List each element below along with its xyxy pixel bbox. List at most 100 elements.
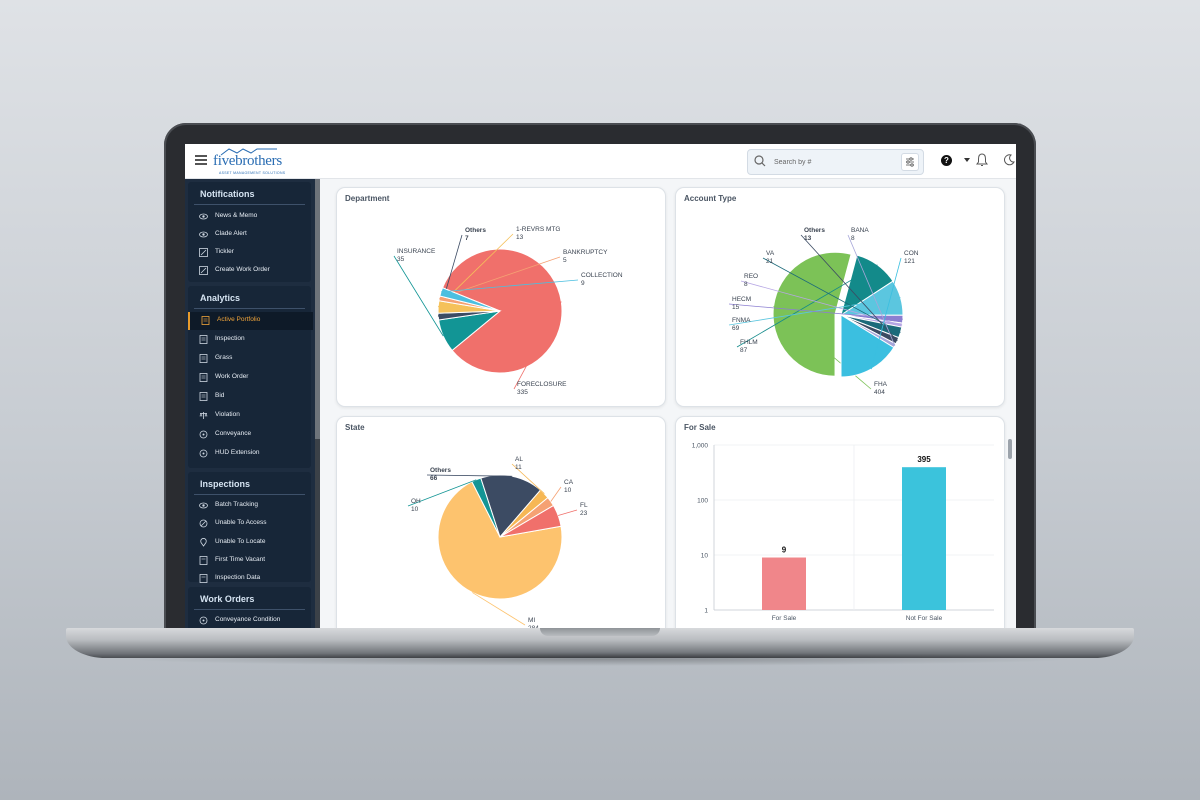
sidebar-item-create-work-order[interactable]: Create Work Order bbox=[188, 262, 311, 280]
slice-label: Others bbox=[430, 467, 451, 474]
x-tick-label: For Sale bbox=[772, 615, 797, 622]
slice-label: 1-REVRS MTG bbox=[516, 226, 560, 233]
slice-value: 9 bbox=[581, 280, 585, 287]
label-connector bbox=[440, 279, 579, 293]
slice-value: 10 bbox=[564, 487, 572, 494]
help-icon[interactable]: ? bbox=[941, 155, 952, 166]
slice-label: FHA bbox=[874, 381, 888, 388]
document-icon bbox=[199, 574, 208, 583]
slice-value: 35 bbox=[397, 256, 405, 263]
sidebar-item-conveyance[interactable]: Conveyance bbox=[188, 426, 311, 444]
y-tick-label: 10 bbox=[701, 553, 709, 560]
search-icon bbox=[754, 155, 766, 167]
sidebar-item-grass[interactable]: Grass bbox=[188, 350, 311, 368]
label-connector bbox=[511, 463, 545, 494]
bar-for-sale[interactable] bbox=[762, 557, 806, 610]
sidebar-item-label: Batch Tracking bbox=[215, 501, 258, 508]
divider bbox=[194, 494, 305, 495]
sidebar-item-first-time-vacant[interactable]: First Time Vacant bbox=[188, 552, 311, 570]
label-connector bbox=[472, 592, 526, 626]
slice-value: 15 bbox=[732, 304, 740, 311]
sidebar-item-label: Tickler bbox=[215, 248, 234, 255]
slice-value: 21 bbox=[766, 258, 774, 265]
sidebar-item-label: News & Memo bbox=[215, 212, 258, 219]
sidebar-item-label: Create Work Order bbox=[215, 266, 270, 273]
slice-value: 69 bbox=[732, 325, 740, 332]
app-screen: fivebrothers ASSET MANAGEMENT SOLUTIONS bbox=[185, 144, 1016, 628]
sidebar-item-batch-tracking[interactable]: Batch Tracking bbox=[188, 497, 311, 515]
chart-title: State bbox=[345, 423, 365, 432]
refresh-icon bbox=[199, 616, 208, 625]
label-connector bbox=[736, 264, 878, 348]
y-tick-label: 1 bbox=[704, 608, 708, 615]
slice-value: 10 bbox=[411, 506, 419, 513]
sidebar-item-label: First Time Vacant bbox=[215, 556, 266, 563]
sidebar-item-work-order[interactable]: Work Order bbox=[188, 369, 311, 387]
content-scrollbar[interactable] bbox=[1007, 184, 1013, 624]
sidebar-item-conveyance-condition[interactable]: Conveyance Condition bbox=[188, 612, 311, 628]
sidebar-item-label: Bid bbox=[215, 392, 225, 399]
slice-label: COLLECTION bbox=[581, 272, 623, 279]
slice-value: 66 bbox=[430, 475, 438, 482]
label-connector bbox=[393, 255, 444, 337]
sidebar-scrollbar[interactable] bbox=[315, 179, 320, 628]
slice-value: 8 bbox=[744, 281, 748, 288]
slice-label: VA bbox=[766, 250, 775, 257]
pie-slice-collection[interactable] bbox=[439, 287, 501, 312]
y-tick-label: 100 bbox=[697, 498, 708, 505]
moon-icon[interactable] bbox=[1003, 154, 1015, 166]
sidebar-item-unable-to-access[interactable]: Unable To Access bbox=[188, 515, 311, 533]
pie-slice-mi[interactable] bbox=[437, 481, 563, 600]
slice-label: HECM bbox=[732, 296, 751, 303]
eye-icon bbox=[199, 213, 208, 220]
refresh-icon bbox=[199, 430, 208, 439]
slice-label: CON bbox=[904, 250, 919, 257]
eye-icon bbox=[199, 231, 208, 238]
roof-icon bbox=[220, 148, 277, 156]
block-icon bbox=[199, 519, 208, 528]
scrollbar-thumb[interactable] bbox=[1008, 439, 1012, 459]
brand-logo[interactable]: fivebrothers ASSET MANAGEMENT SOLUTIONS bbox=[213, 148, 295, 175]
menu-icon[interactable] bbox=[195, 155, 207, 165]
sidebar-item-news-memo[interactable]: News & Memo bbox=[188, 208, 311, 226]
eye-icon bbox=[199, 502, 208, 509]
section-title: Notifications bbox=[200, 189, 255, 199]
card-for-sale: For Sale 1,000 100 10 1 9 For Sale 395 Not For … bbox=[675, 416, 1005, 628]
sidebar-item-unable-to-locate[interactable]: Unable To Locate bbox=[188, 534, 311, 552]
document-icon bbox=[199, 354, 208, 363]
sidebar-item-label: Unable To Locate bbox=[215, 538, 266, 545]
slice-value: 404 bbox=[874, 389, 885, 396]
sidebar-item-label: HUD Extension bbox=[215, 449, 260, 456]
scrollbar-thumb[interactable] bbox=[315, 179, 320, 439]
filter-button[interactable] bbox=[901, 153, 919, 171]
sliders-icon bbox=[906, 157, 914, 167]
sidebar-item-clade-alert[interactable]: Clade Alert bbox=[188, 226, 311, 244]
sidebar-item-label: Unable To Access bbox=[215, 519, 267, 526]
card-account-type: Account Type FHA 404 FHLM 87 FNMA 69 HECM 15 REO… bbox=[675, 187, 1005, 407]
document-icon bbox=[199, 392, 208, 401]
label-connector bbox=[550, 486, 562, 502]
bell-icon[interactable] bbox=[976, 153, 988, 167]
sidebar: Notifications News & Memo Clade Alert Ti… bbox=[185, 179, 315, 628]
slice-value: 11 bbox=[515, 464, 522, 471]
slice-label: Others bbox=[804, 227, 825, 234]
search-input[interactable] bbox=[772, 154, 896, 171]
sidebar-item-inspection-data[interactable]: Inspection Data bbox=[188, 570, 311, 588]
bar-not-for-sale[interactable] bbox=[902, 467, 946, 610]
sidebar-item-violation[interactable]: Violation bbox=[188, 407, 311, 425]
search-box[interactable] bbox=[747, 149, 924, 175]
sidebar-item-bid[interactable]: Bid bbox=[188, 388, 311, 406]
slice-value: 284 bbox=[528, 625, 539, 628]
sidebar-item-inspection[interactable]: Inspection bbox=[188, 331, 311, 349]
label-connector bbox=[847, 234, 896, 346]
sidebar-section-work-orders: Work Orders Conveyance Condition bbox=[188, 587, 311, 628]
pie-slice-fha[interactable] bbox=[772, 251, 852, 377]
sidebar-item-hud-extension[interactable]: HUD Extension bbox=[188, 445, 311, 463]
y-tick-label: 1,000 bbox=[692, 443, 709, 450]
label-connector bbox=[870, 257, 902, 370]
sidebar-item-active-portfolio[interactable]: Active Portfolio bbox=[188, 312, 313, 330]
sidebar-item-tickler[interactable]: Tickler bbox=[188, 244, 311, 262]
laptop-shadow bbox=[120, 652, 1080, 666]
chevron-down-icon[interactable] bbox=[964, 158, 970, 162]
slice-value: 8 bbox=[851, 235, 855, 242]
